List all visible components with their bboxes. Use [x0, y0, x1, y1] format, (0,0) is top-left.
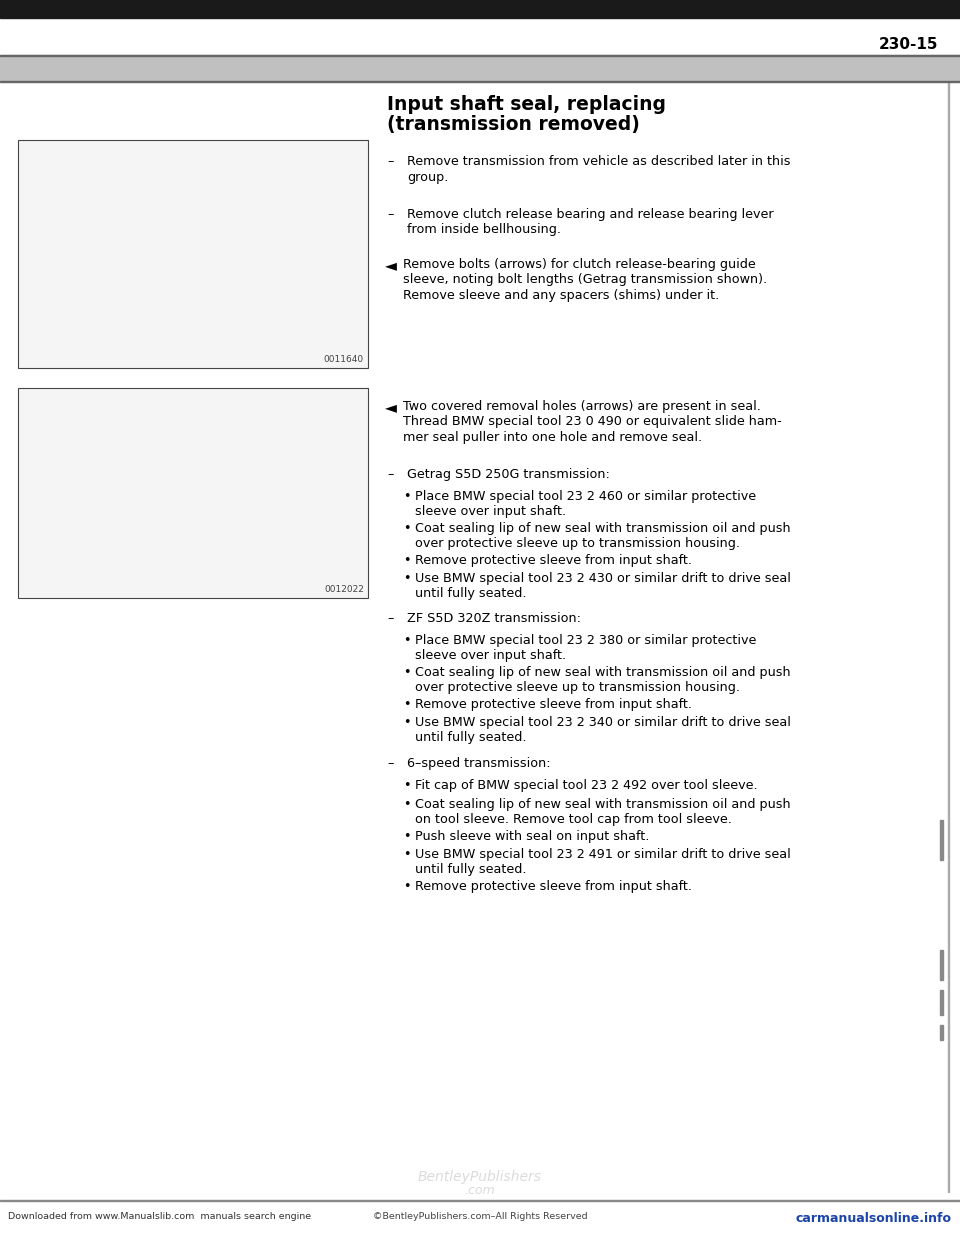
Text: over protective sleeve up to transmission housing.: over protective sleeve up to transmissio… — [415, 538, 740, 550]
Text: •: • — [403, 554, 411, 568]
Text: ◄: ◄ — [385, 400, 396, 415]
Text: Remove transmission from vehicle as described later in this: Remove transmission from vehicle as desc… — [407, 155, 790, 168]
Text: over protective sleeve up to transmission housing.: over protective sleeve up to transmissio… — [415, 682, 740, 694]
Text: sleeve over input shaft.: sleeve over input shaft. — [415, 505, 566, 518]
Text: •: • — [403, 491, 411, 503]
Text: 0012022: 0012022 — [324, 585, 364, 594]
Text: Remove bolts (arrows) for clutch release-bearing guide: Remove bolts (arrows) for clutch release… — [403, 258, 756, 271]
Text: –: – — [387, 758, 394, 770]
Text: mer seal puller into one hole and remove seal.: mer seal puller into one hole and remove… — [403, 431, 702, 443]
Text: •: • — [403, 522, 411, 535]
Text: group.: group. — [407, 170, 448, 184]
Text: –: – — [387, 468, 394, 481]
Text: BentleyPublishers: BentleyPublishers — [418, 1170, 542, 1184]
Text: Downloaded from www.Manualslib.com  manuals search engine: Downloaded from www.Manualslib.com manua… — [8, 1212, 311, 1221]
Text: •: • — [403, 715, 411, 729]
Text: Place BMW special tool 23 2 460 or similar protective: Place BMW special tool 23 2 460 or simil… — [415, 491, 756, 503]
Bar — [940, 1025, 943, 1040]
Text: Remove clutch release bearing and release bearing lever: Remove clutch release bearing and releas… — [407, 207, 774, 221]
Text: –: – — [387, 155, 394, 168]
Bar — [18, 388, 368, 597]
Text: Use BMW special tool 23 2 340 or similar drift to drive seal: Use BMW special tool 23 2 340 or similar… — [415, 715, 791, 729]
Text: 6–speed transmission:: 6–speed transmission: — [407, 758, 551, 770]
Text: •: • — [403, 633, 411, 647]
Text: Manual Transmission: Manual Transmission — [749, 61, 938, 76]
Text: until fully seated.: until fully seated. — [415, 587, 526, 600]
Text: Remove protective sleeve from input shaft.: Remove protective sleeve from input shaf… — [415, 554, 692, 568]
Text: Getrag S5D 250G transmission:: Getrag S5D 250G transmission: — [407, 468, 610, 481]
Text: Coat sealing lip of new seal with transmission oil and push: Coat sealing lip of new seal with transm… — [415, 666, 791, 679]
Text: •: • — [403, 573, 411, 585]
Text: •: • — [403, 799, 411, 811]
Text: ◄: ◄ — [385, 258, 396, 273]
Text: .com: .com — [465, 1184, 495, 1197]
Text: –: – — [387, 612, 394, 625]
Text: sleeve over input shaft.: sleeve over input shaft. — [415, 650, 566, 662]
Text: Two covered removal holes (arrows) are present in seal.: Two covered removal holes (arrows) are p… — [403, 400, 761, 414]
Text: 230-15: 230-15 — [878, 37, 938, 52]
Text: Input shaft seal, replacing: Input shaft seal, replacing — [387, 94, 666, 114]
Text: until fully seated.: until fully seated. — [415, 732, 526, 744]
Text: Remove protective sleeve from input shaft.: Remove protective sleeve from input shaf… — [415, 698, 692, 710]
Text: ZF S5D 320Z transmission:: ZF S5D 320Z transmission: — [407, 612, 581, 625]
Text: Use BMW special tool 23 2 491 or similar drift to drive seal: Use BMW special tool 23 2 491 or similar… — [415, 848, 791, 861]
Text: Use BMW special tool 23 2 430 or similar drift to drive seal: Use BMW special tool 23 2 430 or similar… — [415, 573, 791, 585]
Bar — [940, 820, 943, 859]
Text: 0011640: 0011640 — [324, 355, 364, 364]
Text: Fit cap of BMW special tool 23 2 492 over tool sleeve.: Fit cap of BMW special tool 23 2 492 ove… — [415, 779, 757, 792]
Text: –: – — [387, 207, 394, 221]
Text: until fully seated.: until fully seated. — [415, 863, 526, 877]
Text: from inside bellhousing.: from inside bellhousing. — [407, 224, 561, 236]
Text: on tool sleeve. Remove tool cap from tool sleeve.: on tool sleeve. Remove tool cap from too… — [415, 814, 732, 826]
Text: Coat sealing lip of new seal with transmission oil and push: Coat sealing lip of new seal with transm… — [415, 522, 791, 535]
Bar — [940, 990, 943, 1015]
Text: •: • — [403, 830, 411, 843]
Text: Push sleeve with seal on input shaft.: Push sleeve with seal on input shaft. — [415, 830, 649, 843]
Text: Thread BMW special tool 23 0 490 or equivalent slide ham-: Thread BMW special tool 23 0 490 or equi… — [403, 416, 781, 428]
Bar — [18, 140, 368, 368]
Bar — [940, 950, 943, 980]
Bar — [0, 55, 960, 81]
Text: Coat sealing lip of new seal with transmission oil and push: Coat sealing lip of new seal with transm… — [415, 799, 791, 811]
Text: ©BentleyPublishers.com–All Rights Reserved: ©BentleyPublishers.com–All Rights Reserv… — [372, 1212, 588, 1221]
Text: •: • — [403, 848, 411, 861]
Text: sleeve, noting bolt lengths (Getrag transmission shown).: sleeve, noting bolt lengths (Getrag tran… — [403, 273, 767, 287]
Text: Place BMW special tool 23 2 380 or similar protective: Place BMW special tool 23 2 380 or simil… — [415, 633, 756, 647]
Text: •: • — [403, 666, 411, 679]
Bar — [0, 0, 960, 17]
Text: •: • — [403, 698, 411, 710]
Text: •: • — [403, 779, 411, 792]
Text: (transmission removed): (transmission removed) — [387, 116, 640, 134]
Text: carmanualsonline.info: carmanualsonline.info — [796, 1212, 952, 1225]
Text: •: • — [403, 881, 411, 893]
Text: Remove sleeve and any spacers (shims) under it.: Remove sleeve and any spacers (shims) un… — [403, 289, 719, 302]
Text: Remove protective sleeve from input shaft.: Remove protective sleeve from input shaf… — [415, 881, 692, 893]
